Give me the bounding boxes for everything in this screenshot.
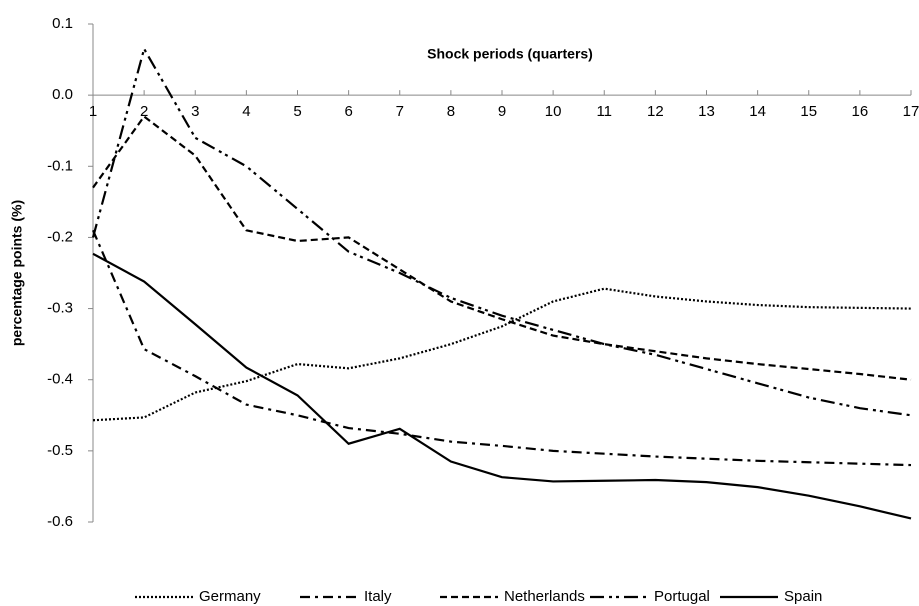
x-tick-label: 4 xyxy=(242,103,250,120)
x-tick-label: 3 xyxy=(191,103,199,120)
series-line xyxy=(91,46,912,417)
x-tick-label: 1 xyxy=(89,103,97,120)
chart-title: Shock periods (quarters) xyxy=(427,46,593,62)
legend-label: Spain xyxy=(784,588,822,605)
x-tick-label: 7 xyxy=(396,103,404,120)
y-tick-label: -0.2 xyxy=(47,228,73,245)
legend-label: Germany xyxy=(199,588,261,605)
y-tick-label: -0.6 xyxy=(47,513,73,530)
legend-label: Italy xyxy=(364,588,392,605)
legend-label: Netherlands xyxy=(504,588,585,605)
y-axis-label: percentage points (%) xyxy=(9,200,25,346)
x-tick-label: 8 xyxy=(447,103,455,120)
legend-label: Portugal xyxy=(654,588,710,605)
x-tick-label: 16 xyxy=(852,103,869,120)
x-tick-label: 9 xyxy=(498,103,506,120)
y-tick-label: -0.3 xyxy=(47,300,73,317)
x-tick-label: 13 xyxy=(698,103,715,120)
x-tick-label: 2 xyxy=(140,103,148,120)
series-line xyxy=(92,287,912,422)
x-tick-label: 12 xyxy=(647,103,664,120)
x-tick-label: 17 xyxy=(903,103,919,120)
y-tick-label: -0.5 xyxy=(47,442,73,459)
series-line xyxy=(92,252,912,520)
x-tick-label: 11 xyxy=(596,103,612,120)
y-tick-label: -0.1 xyxy=(47,157,73,174)
series-line xyxy=(92,114,912,381)
series-line xyxy=(91,229,912,467)
y-tick-label: 0.1 xyxy=(52,15,73,32)
y-tick-label: -0.4 xyxy=(47,371,73,388)
x-tick-label: 6 xyxy=(344,103,352,120)
x-tick-label: 14 xyxy=(749,103,766,120)
x-tick-label: 5 xyxy=(293,103,301,120)
x-tick-label: 15 xyxy=(800,103,817,120)
x-tick-label: 10 xyxy=(545,103,562,120)
y-tick-label: 0.0 xyxy=(52,86,73,103)
